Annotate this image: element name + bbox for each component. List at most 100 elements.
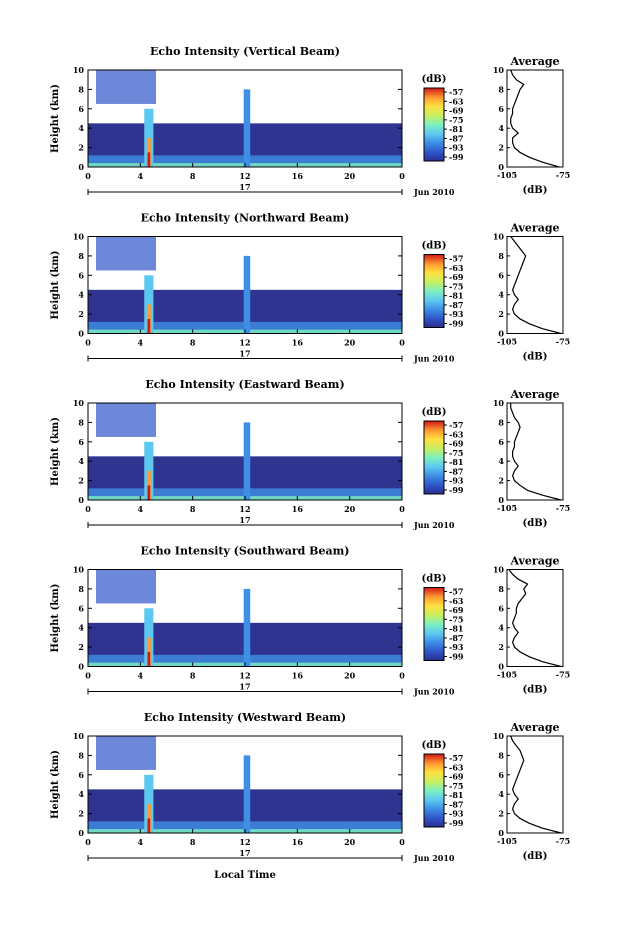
- y-tick-label: 10: [73, 731, 85, 741]
- x-tick-label: 0: [399, 671, 405, 681]
- panel-title: Echo Intensity (Westward Beam): [144, 711, 346, 724]
- x-tick-label: 4: [138, 837, 144, 847]
- date-label: 17: [239, 682, 250, 692]
- x-tick-label: 20: [344, 171, 356, 181]
- colorbar-tick-label: -81: [449, 124, 463, 134]
- average-x-tick-label: -75: [556, 670, 570, 680]
- colorbar-tick-label: -99: [449, 152, 464, 162]
- colorbar-tick-label: -57: [449, 254, 463, 264]
- y-tick-label: 0: [78, 662, 84, 672]
- average-frame: [506, 236, 564, 334]
- x-tick-label: 20: [344, 504, 356, 514]
- x-tick-label: 20: [344, 671, 356, 681]
- panel-title: Echo Intensity (Eastward Beam): [145, 378, 344, 391]
- average-frame: [506, 69, 564, 168]
- average-x-tick-label: -75: [556, 170, 570, 180]
- colorbar-tick-label: -63: [449, 263, 464, 273]
- y-tick-label: 2: [78, 642, 84, 652]
- x-tick-label: 0: [399, 504, 405, 514]
- colorbar-tick-label: -75: [449, 115, 463, 125]
- x-tick-label: 0: [399, 171, 405, 181]
- x-tick-label: 12: [239, 504, 250, 514]
- colorbar-tick-label: -81: [449, 457, 463, 467]
- x-tick-label: 4: [138, 671, 144, 681]
- colorbar-unit: (dB): [422, 241, 447, 252]
- average-y-tick-label: 8: [498, 417, 504, 427]
- y-axis-label: Height (km): [50, 750, 61, 819]
- upper-echo-plume: [96, 736, 156, 770]
- average-y-tick-label: 4: [498, 456, 504, 466]
- average-profile-line: [510, 735, 562, 834]
- x-tick-label: 20: [344, 338, 356, 348]
- y-tick-label: 8: [78, 750, 84, 760]
- colorbar-tick-label: -75: [449, 781, 463, 791]
- colorbar-tick-label: -63: [449, 596, 464, 606]
- panel-title: Echo Intensity (Northward Beam): [141, 212, 350, 225]
- average-x-label: (dB): [523, 185, 548, 196]
- average-profile-line: [508, 569, 562, 668]
- convective-core-peak: [147, 152, 151, 167]
- x-tick-label: 16: [292, 504, 304, 514]
- colorbar: [423, 587, 445, 661]
- average-x-tick-label: -75: [556, 503, 570, 513]
- x-tick-label: 16: [292, 671, 304, 681]
- average-y-tick-label: 0: [498, 828, 504, 838]
- y-axis-label: Height (km): [50, 251, 61, 320]
- x-tick-label: 0: [85, 338, 91, 348]
- y-tick-label: 4: [78, 623, 84, 633]
- colorbar-tick-label: -81: [449, 624, 463, 634]
- x-tick-label: 8: [190, 171, 196, 181]
- average-y-tick-label: 6: [498, 770, 504, 780]
- date-label: 17: [239, 349, 250, 359]
- average-y-tick-label: 10: [493, 65, 505, 75]
- colorbar-unit: (dB): [422, 74, 447, 85]
- x-tick-label: 0: [399, 338, 405, 348]
- average-y-tick-label: 4: [498, 123, 504, 133]
- date-label: 17: [239, 515, 250, 525]
- x-tick-label: 0: [85, 837, 91, 847]
- colorbar-tick-label: -69: [449, 772, 464, 782]
- x-tick-label: 8: [190, 671, 196, 681]
- x-axis-label: Local Time: [214, 870, 276, 881]
- average-y-tick-label: 2: [498, 476, 504, 486]
- x-tick-label: 8: [190, 837, 196, 847]
- average-x-label: (dB): [523, 352, 548, 363]
- average-y-tick-label: 0: [498, 329, 504, 339]
- convective-core-peak: [147, 818, 151, 833]
- colorbar-tick-label: -87: [449, 466, 463, 476]
- convective-column-noon: [243, 755, 251, 833]
- convective-column-noon: [243, 255, 251, 334]
- panel-3: Echo Intensity (Southward Beam) 0 2 4 6 8 10 He…: [50, 545, 570, 697]
- y-tick-label: 10: [73, 232, 85, 242]
- y-tick-label: 4: [78, 290, 84, 300]
- colorbar-unit: (dB): [422, 407, 447, 418]
- convective-column-noon: [243, 588, 251, 667]
- average-y-tick-label: 10: [493, 565, 505, 575]
- x-tick-label: 0: [399, 837, 405, 847]
- y-tick-label: 8: [78, 417, 84, 427]
- colorbar-tick-label: -87: [449, 133, 463, 143]
- average-title: Average: [509, 555, 559, 568]
- colorbar-tick-label: -57: [449, 587, 463, 597]
- average-y-tick-label: 4: [498, 623, 504, 633]
- colorbar-tick-label: -63: [449, 762, 464, 772]
- average-x-tick-label: -105: [497, 670, 517, 680]
- x-tick-label: 12: [239, 171, 250, 181]
- y-tick-label: 0: [78, 495, 84, 505]
- colorbar-tick-label: -93: [449, 642, 464, 652]
- colorbar-tick-label: -57: [449, 753, 463, 763]
- convective-core-peak: [147, 318, 151, 334]
- average-y-tick-label: 8: [498, 750, 504, 760]
- y-tick-label: 2: [78, 143, 84, 153]
- y-tick-label: 0: [78, 162, 84, 172]
- convective-core-peak: [147, 651, 151, 667]
- average-frame: [506, 735, 564, 834]
- panel-0: Echo Intensity (Vertical Beam) 0 2 4 6 8 10 Hei…: [50, 45, 570, 197]
- average-y-tick-label: 10: [493, 232, 505, 242]
- convective-core-peak: [147, 485, 151, 500]
- colorbar-tick-label: -69: [449, 605, 464, 615]
- colorbar-unit: (dB): [422, 574, 447, 585]
- y-tick-label: 6: [78, 437, 84, 447]
- average-x-label: (dB): [523, 685, 548, 696]
- colorbar-tick-label: -93: [449, 476, 464, 486]
